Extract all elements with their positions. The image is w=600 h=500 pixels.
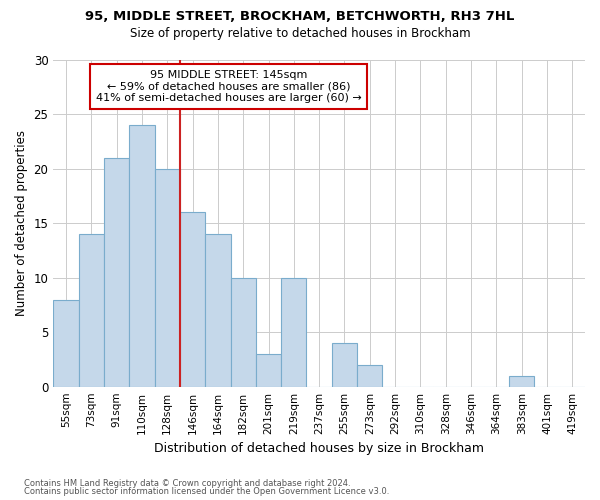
Bar (230, 278, 256, 386)
Bar (79, 234, 104, 386)
Text: Contains HM Land Registry data © Crown copyright and database right 2024.: Contains HM Land Registry data © Crown c… (24, 478, 350, 488)
Bar (332, 343, 357, 386)
Bar (180, 212, 205, 386)
Bar (155, 169, 180, 386)
Bar (129, 126, 155, 386)
Bar (357, 365, 382, 386)
Bar (256, 354, 281, 386)
X-axis label: Distribution of detached houses by size in Brockham: Distribution of detached houses by size … (154, 442, 484, 455)
Bar (53, 300, 79, 386)
Text: 95, MIDDLE STREET, BROCKHAM, BETCHWORTH, RH3 7HL: 95, MIDDLE STREET, BROCKHAM, BETCHWORTH,… (85, 10, 515, 23)
Text: Contains public sector information licensed under the Open Government Licence v3: Contains public sector information licen… (24, 487, 389, 496)
Bar (509, 376, 535, 386)
Bar (281, 278, 307, 386)
Bar (205, 234, 230, 386)
Y-axis label: Number of detached properties: Number of detached properties (15, 130, 28, 316)
Text: 95 MIDDLE STREET: 145sqm
← 59% of detached houses are smaller (86)
41% of semi-d: 95 MIDDLE STREET: 145sqm ← 59% of detach… (96, 70, 362, 103)
Bar (104, 158, 129, 386)
Text: Size of property relative to detached houses in Brockham: Size of property relative to detached ho… (130, 28, 470, 40)
